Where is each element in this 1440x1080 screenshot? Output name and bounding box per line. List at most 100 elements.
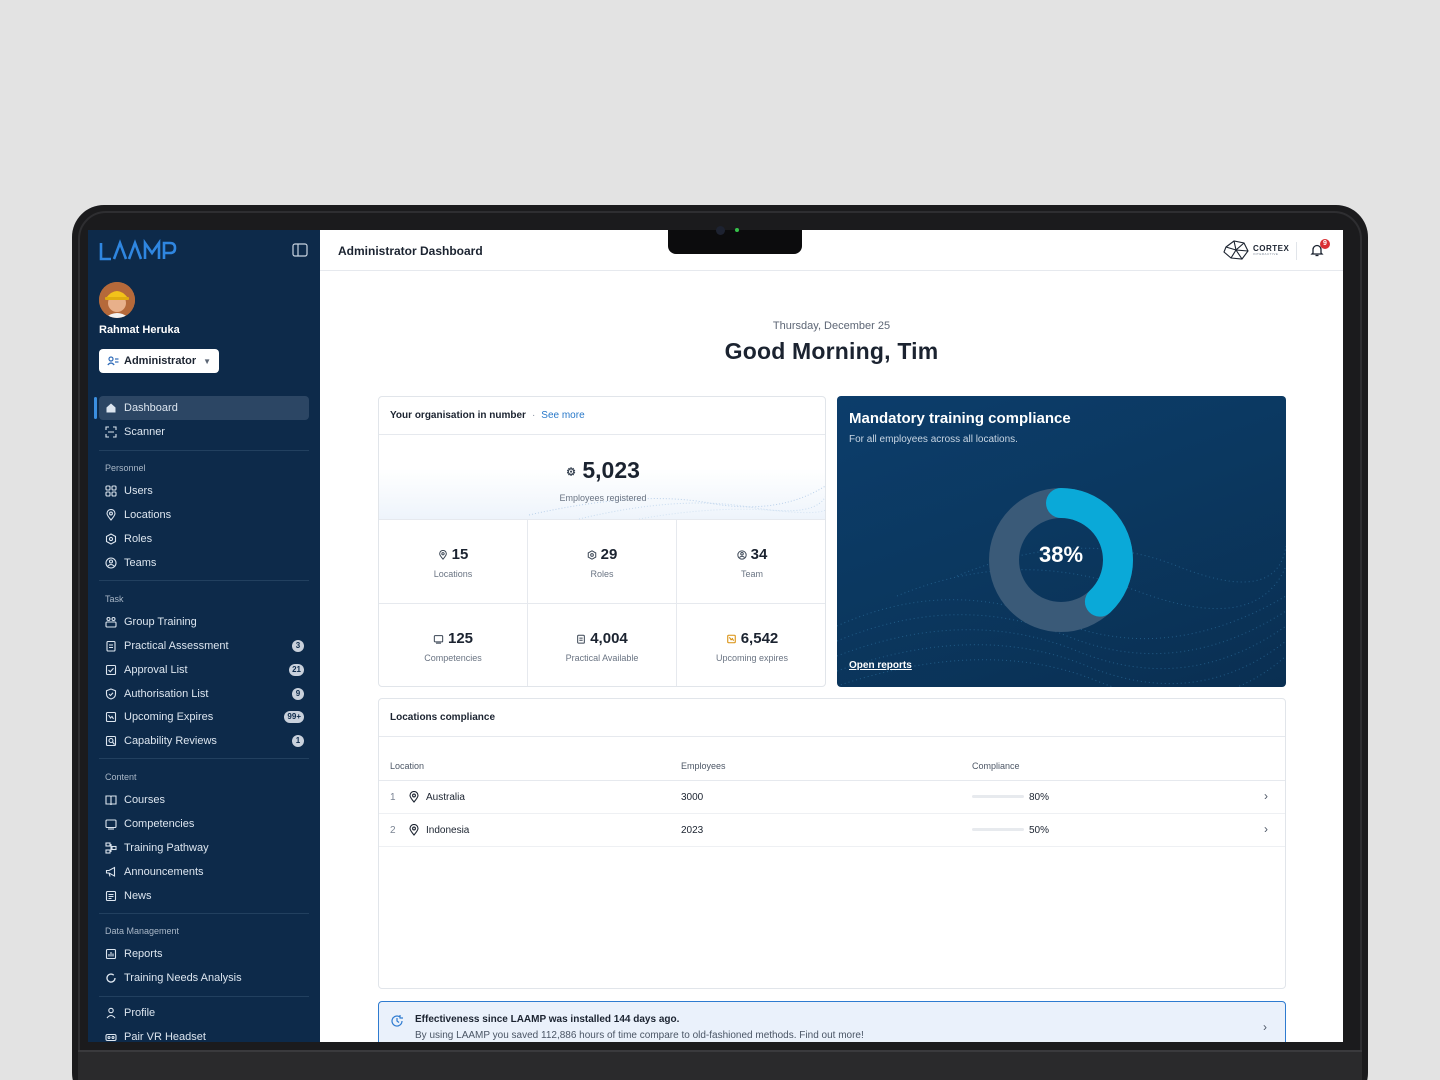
- sidebar-item-dashboard[interactable]: Dashboard: [99, 396, 309, 420]
- roles-hex-icon: [587, 549, 596, 560]
- stat-competencies[interactable]: 125 Competencies: [379, 604, 528, 686]
- role-select-value: Administrator: [124, 355, 197, 367]
- page-title: Administrator Dashboard: [338, 244, 483, 258]
- avatar[interactable]: [99, 282, 135, 318]
- stat-value: 4,004: [590, 630, 628, 647]
- sidebar-item-label: Upcoming Expires: [124, 711, 214, 723]
- location-pin-icon: [105, 509, 117, 521]
- compliance-card: Mandatory training compliance For all em…: [837, 396, 1286, 687]
- count-badge: 9: [292, 688, 304, 700]
- effectiveness-banner[interactable]: Effectiveness since LAAMP was installed …: [378, 1001, 1286, 1042]
- locations-title: Locations compliance: [379, 699, 1285, 737]
- employees-count: ⚙ 5,023: [379, 457, 825, 484]
- greeting-title: Good Morning, Tim: [724, 338, 939, 364]
- compliance-progress-bar: [972, 795, 1024, 798]
- sidebar-divider: [99, 450, 309, 451]
- sidebar-item-locations[interactable]: Locations: [99, 503, 309, 527]
- location-name: Indonesia: [426, 825, 470, 836]
- sidebar-item-label: Courses: [124, 794, 165, 806]
- stat-upcoming-expires[interactable]: 6,542 Upcoming expires: [677, 604, 825, 686]
- compliance-title: Mandatory training compliance: [849, 410, 1071, 427]
- sidebar-item-label: Training Pathway: [124, 842, 209, 854]
- compliance-percent: 80%: [1029, 792, 1050, 803]
- scan-icon: [105, 426, 117, 438]
- sidebar-item-training-pathway[interactable]: Training Pathway: [99, 836, 309, 860]
- stat-value: 125: [447, 630, 474, 647]
- table-header-divider: [379, 780, 1285, 781]
- chevron-right-icon[interactable]: ›: [1264, 822, 1268, 836]
- group-training-icon: [105, 616, 117, 628]
- sidebar-item-label: Approval List: [124, 664, 188, 676]
- teams-icon: [105, 557, 117, 569]
- partner-logo-subtext: INTERACTIVE: [1253, 251, 1279, 256]
- sidebar-item-pair-vr-headset[interactable]: Pair VR Headset: [99, 1025, 309, 1042]
- clipboard-icon: [577, 634, 586, 644]
- sidebar-item-roles[interactable]: Roles: [99, 527, 309, 551]
- stat-locations[interactable]: 15 Locations: [379, 520, 528, 604]
- sidebar-item-profile[interactable]: Profile: [99, 1001, 309, 1025]
- sidebar-toggle-icon[interactable]: [292, 243, 308, 257]
- active-indicator: [94, 397, 97, 419]
- locations-compliance-card: Locations compliance Location Employees …: [378, 698, 1286, 989]
- sidebar-item-news[interactable]: News: [99, 884, 309, 908]
- sidebar-item-reports[interactable]: Reports: [99, 942, 309, 966]
- sidebar-item-approval-list[interactable]: Approval List 21: [99, 658, 309, 682]
- location-pin-icon: [409, 791, 419, 803]
- stat-practical-available[interactable]: 4,004 Practical Available: [528, 604, 677, 686]
- org-card-header: Your organisation in number · See more: [379, 397, 825, 435]
- location-name: Australia: [426, 792, 465, 803]
- home-icon: [105, 402, 117, 414]
- sidebar-item-teams[interactable]: Teams: [99, 551, 309, 575]
- users-icon: [105, 485, 117, 497]
- sidebar-item-users[interactable]: Users: [99, 479, 309, 503]
- sidebar-item-competencies[interactable]: Competencies: [99, 812, 309, 836]
- sidebar-item-authorisation-list[interactable]: Authorisation List 9: [99, 682, 309, 706]
- stat-roles[interactable]: 29 Roles: [528, 520, 677, 604]
- section-title-task: Task: [105, 594, 124, 604]
- sidebar-item-training-needs-analysis[interactable]: Training Needs Analysis: [99, 966, 309, 990]
- sidebar-item-capability-reviews[interactable]: Capability Reviews 1: [99, 729, 309, 753]
- stat-value: 29: [600, 546, 618, 563]
- effectiveness-text: By using LAAMP you saved 112,886 hours o…: [415, 1030, 864, 1041]
- chevron-right-icon[interactable]: ›: [1264, 789, 1268, 803]
- count-badge: 1: [292, 735, 304, 747]
- sidebar-divider: [99, 996, 309, 997]
- partner-logo: CORTEX INTERACTIVE: [1222, 239, 1289, 261]
- stat-label: Practical Available: [565, 653, 639, 663]
- see-more-link[interactable]: See more: [541, 410, 585, 421]
- chart-icon: [105, 948, 117, 960]
- sidebar-item-scanner[interactable]: Scanner: [99, 420, 309, 444]
- table-row[interactable]: 2 Indonesia 2023 50% ›: [379, 814, 1285, 847]
- effectiveness-title: Effectiveness since LAAMP was installed …: [415, 1014, 680, 1025]
- roles-hex-icon: [105, 533, 117, 545]
- sidebar-item-upcoming-expires[interactable]: Upcoming Expires 99+: [99, 705, 309, 729]
- compliance-donut-chart: [989, 488, 1133, 632]
- camera-notch: [668, 230, 802, 254]
- sidebar-item-label: Training Needs Analysis: [124, 972, 242, 984]
- location-pin-icon: [409, 824, 419, 836]
- employees-stat: ⚙ 5,023 Employees registered: [379, 435, 825, 520]
- sidebar-item-label: Pair VR Headset: [124, 1031, 206, 1042]
- section-title-data-management: Data Management: [105, 926, 180, 936]
- employees-count: 2023: [681, 825, 704, 836]
- bell-icon[interactable]: [1310, 243, 1324, 257]
- stat-team[interactable]: 34 Team: [677, 520, 825, 604]
- sidebar-item-announcements[interactable]: Announcements: [99, 860, 309, 884]
- stat-value: 34: [750, 546, 768, 563]
- news-icon: [105, 890, 117, 902]
- notification-badge: 9: [1320, 239, 1330, 249]
- column-header-location: Location: [390, 761, 425, 771]
- sidebar-item-practical-assessment[interactable]: Practical Assessment 3: [99, 634, 309, 658]
- role-select[interactable]: Administrator ▼: [99, 349, 219, 373]
- employees-label: Employees registered: [559, 493, 647, 503]
- sidebar-item-courses[interactable]: Courses: [99, 788, 309, 812]
- sidebar-item-group-training[interactable]: Group Training: [99, 610, 309, 634]
- open-reports-link[interactable]: Open reports: [849, 660, 912, 671]
- calendar-expire-icon: [105, 711, 117, 723]
- table-row[interactable]: 1 Australia 3000 80% ›: [379, 781, 1285, 814]
- sidebar-item-label: Authorisation List: [124, 688, 209, 700]
- chevron-right-icon[interactable]: ›: [1263, 1020, 1267, 1034]
- stat-label: Locations: [433, 569, 473, 579]
- profile-icon: [105, 1007, 117, 1019]
- count-badge: 21: [289, 664, 304, 676]
